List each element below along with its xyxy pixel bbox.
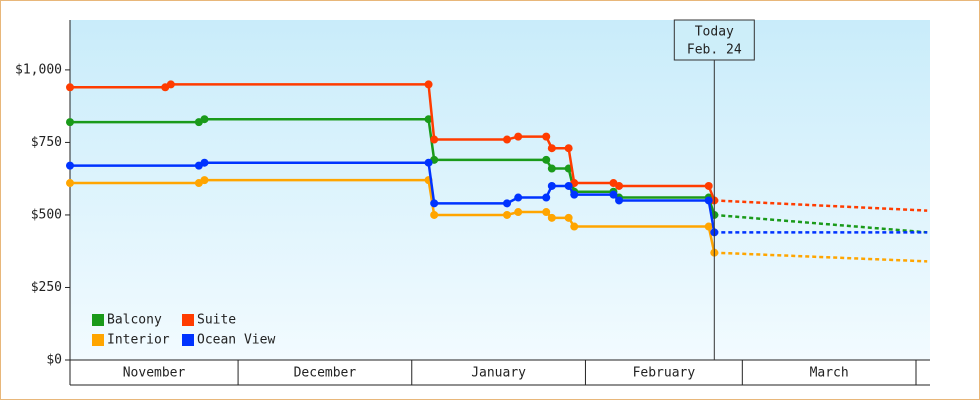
- point: [514, 208, 523, 217]
- y-tick-label: $0: [46, 353, 62, 368]
- point: [704, 196, 713, 205]
- y-tick-label: $750: [31, 135, 62, 150]
- legend-swatch: [182, 334, 194, 346]
- x-tick-label: March: [810, 366, 849, 381]
- point: [66, 83, 74, 92]
- point: [503, 135, 512, 144]
- point: [564, 181, 573, 190]
- point: [200, 158, 209, 167]
- point: [547, 213, 556, 222]
- point: [564, 144, 573, 153]
- point: [66, 161, 74, 170]
- legend-label: Balcony: [107, 313, 162, 328]
- legend-label: Suite: [197, 313, 236, 328]
- point: [547, 144, 556, 153]
- forecast-line: [714, 213, 928, 234]
- point: [424, 80, 433, 89]
- point: [66, 179, 74, 188]
- series-layer: [66, 80, 928, 263]
- point: [503, 199, 512, 208]
- point: [547, 164, 556, 173]
- x-tick-label: December: [294, 366, 357, 381]
- point: [424, 158, 433, 167]
- point: [200, 115, 209, 124]
- point: [564, 213, 573, 222]
- x-tick-label: January: [471, 366, 526, 381]
- point: [704, 222, 713, 231]
- x-tick-label: November: [123, 366, 186, 381]
- point: [547, 181, 556, 190]
- y-tick-label: $1,000: [15, 62, 62, 77]
- y-tick-label: $500: [31, 207, 62, 222]
- point: [514, 193, 523, 202]
- point: [66, 118, 74, 127]
- point: [424, 115, 433, 124]
- legend-label: Interior: [107, 333, 170, 348]
- legend-swatch: [92, 334, 104, 346]
- point: [542, 155, 551, 164]
- point: [166, 80, 175, 89]
- x-tick-label: February: [633, 366, 696, 381]
- point: [200, 176, 209, 185]
- today-date: Feb. 24: [687, 43, 742, 58]
- point: [609, 190, 618, 199]
- point: [430, 210, 439, 219]
- today-box: [673, 19, 755, 61]
- legend-label: Ocean View: [197, 333, 275, 348]
- y-tick-label: $250: [31, 280, 62, 295]
- point: [542, 208, 551, 217]
- forecast-line: [714, 199, 928, 212]
- point: [615, 196, 624, 205]
- legend-swatch: [182, 314, 194, 326]
- point: [704, 181, 713, 190]
- today-label: Today: [695, 25, 734, 40]
- point: [570, 222, 579, 231]
- point: [542, 132, 551, 141]
- point: [615, 181, 624, 190]
- forecast-line: [714, 251, 928, 263]
- point: [514, 132, 523, 141]
- legend-swatch: [92, 314, 104, 326]
- point: [430, 135, 439, 144]
- point: [542, 193, 551, 202]
- point: [503, 210, 512, 219]
- point: [430, 199, 439, 208]
- point: [570, 190, 579, 199]
- plot-area: [70, 20, 930, 360]
